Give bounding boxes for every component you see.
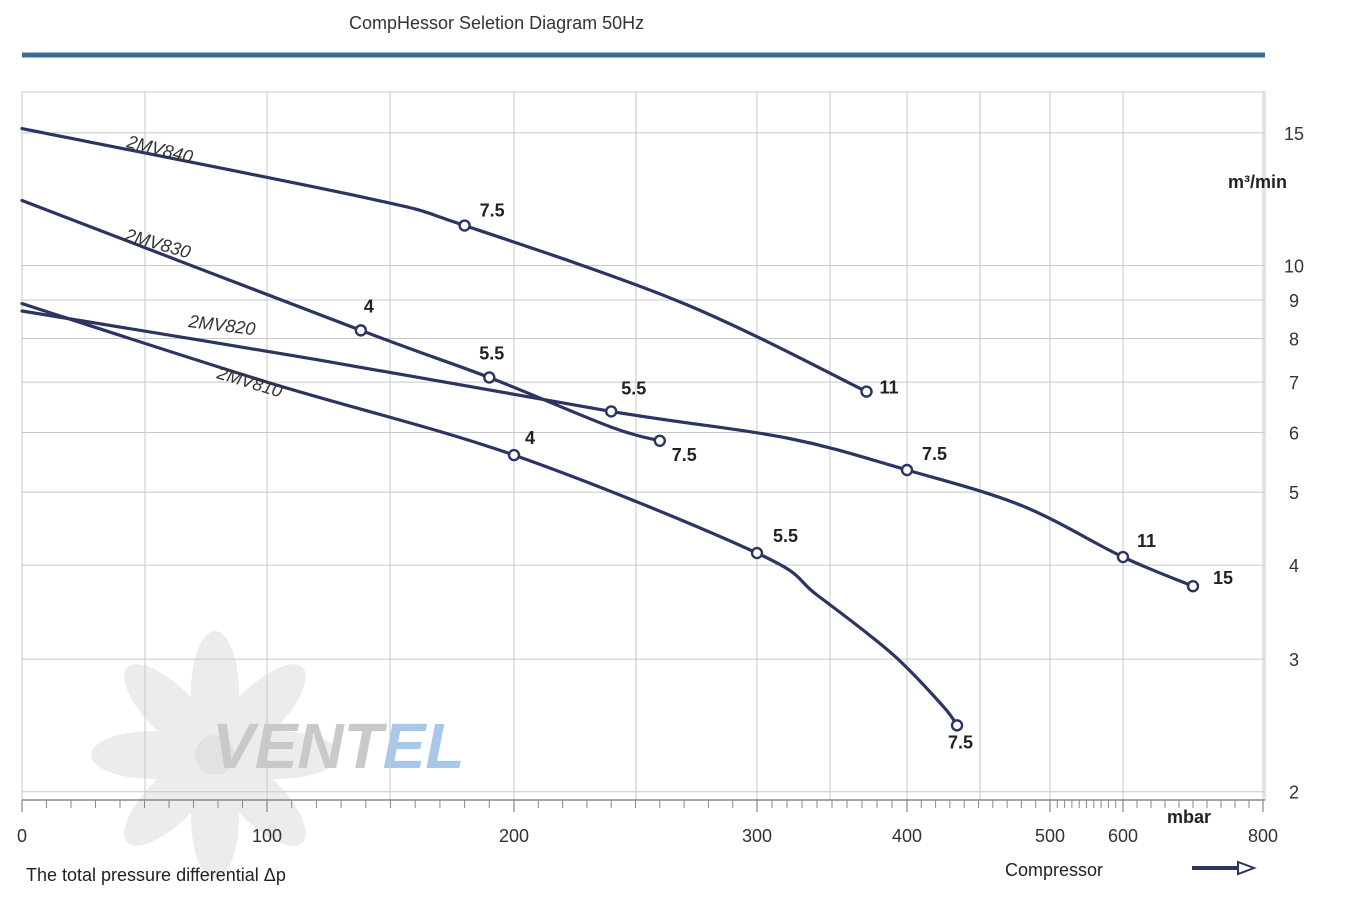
data-point [1186, 579, 1200, 593]
x-tick-label: 0 [17, 826, 27, 846]
fan-blade [124, 664, 219, 759]
y-axis-ticks: 2 3 4 5 6 7 8 9 10 15 [1284, 124, 1304, 803]
x-tick-label: 800 [1248, 826, 1278, 846]
y-tick-label: 2 [1289, 783, 1299, 803]
fan-blade [211, 664, 306, 759]
y-tick-label: 10 [1284, 256, 1304, 276]
chart-title: CompHessor Seletion Diagram 50Hz [349, 13, 644, 33]
data-point [507, 448, 521, 462]
data-point-label: 5.5 [479, 343, 504, 363]
data-point [605, 405, 618, 418]
y-tick-label: 6 [1289, 424, 1299, 444]
data-point [458, 219, 471, 232]
data-point [1116, 550, 1130, 564]
y-tick-label: 15 [1284, 124, 1304, 144]
y-tick-label: 4 [1289, 556, 1299, 576]
x-tick-label: 400 [892, 826, 922, 846]
series-label: 2MV810 [214, 362, 285, 401]
fan-blade [124, 751, 219, 846]
data-point-label: 7.5 [672, 445, 697, 465]
watermark-text-gray: VENT [212, 710, 388, 782]
series-line [20, 302, 959, 727]
fan-icon [91, 631, 339, 879]
x-tick-label: 600 [1108, 826, 1138, 846]
y-tick-label: 5 [1289, 483, 1299, 503]
series-line [20, 127, 869, 394]
series-line [20, 309, 1195, 588]
series-2MV830: 2MV830 4 5.5 7.5 [20, 198, 697, 465]
y-tick-label: 8 [1289, 329, 1299, 349]
x-axis-ticks: 0 100 200 300 400 500 600 800 [17, 826, 1278, 846]
y-tick-label: 9 [1289, 291, 1299, 311]
data-point-label: 7.5 [480, 201, 505, 221]
data-point-label: 4 [525, 428, 535, 448]
fan-hub [195, 735, 235, 775]
data-point [900, 463, 914, 477]
data-point-label: 5.5 [773, 526, 798, 546]
x-tick-label: 100 [252, 826, 282, 846]
watermark-text: VENTEL [212, 710, 464, 782]
series-group: 2MV840 7.5 11 2MV830 4 5.5 7.5 2MV820 5.5 7.5 11 15… [20, 127, 1233, 752]
series-line [20, 198, 662, 443]
grid [21, 91, 1266, 812]
ventel-watermark: VENTEL [91, 631, 464, 879]
x-tick-label: 200 [499, 826, 529, 846]
y-tick-label: 7 [1289, 373, 1299, 393]
data-point-label: 15 [1213, 568, 1233, 588]
data-point [653, 434, 666, 447]
series-label: 2MV830 [122, 224, 193, 262]
x-axis-label: The total pressure differential Δp [26, 865, 286, 885]
arrow-right-icon [1192, 860, 1257, 876]
data-point-label: 5.5 [621, 378, 646, 398]
data-point-label: 11 [880, 378, 899, 398]
fan-blade [211, 751, 306, 846]
data-point-label: 7.5 [948, 732, 973, 752]
data-point [860, 385, 873, 398]
y-axis-unit: m³/min [1228, 172, 1287, 192]
series-label: 2MV840 [124, 131, 195, 167]
data-point [483, 371, 496, 384]
series-2MV820: 2MV820 5.5 7.5 11 15 [20, 309, 1233, 593]
data-point-label: 7.5 [922, 444, 947, 464]
data-point [950, 719, 964, 732]
x-tick-label: 500 [1035, 826, 1065, 846]
data-point [354, 324, 368, 337]
data-point [750, 546, 764, 560]
x-axis-unit: mbar [1167, 807, 1211, 827]
data-point-label: 4 [364, 296, 374, 316]
compressor-label: Compressor [1005, 860, 1103, 880]
y-tick-label: 3 [1289, 650, 1299, 670]
x-tick-label: 300 [742, 826, 772, 846]
series-2MV840: 2MV840 7.5 11 [20, 127, 899, 398]
series-label: 2MV820 [187, 311, 257, 339]
data-point-label: 11 [1137, 531, 1156, 551]
watermark-text-blue: EL [383, 710, 465, 782]
